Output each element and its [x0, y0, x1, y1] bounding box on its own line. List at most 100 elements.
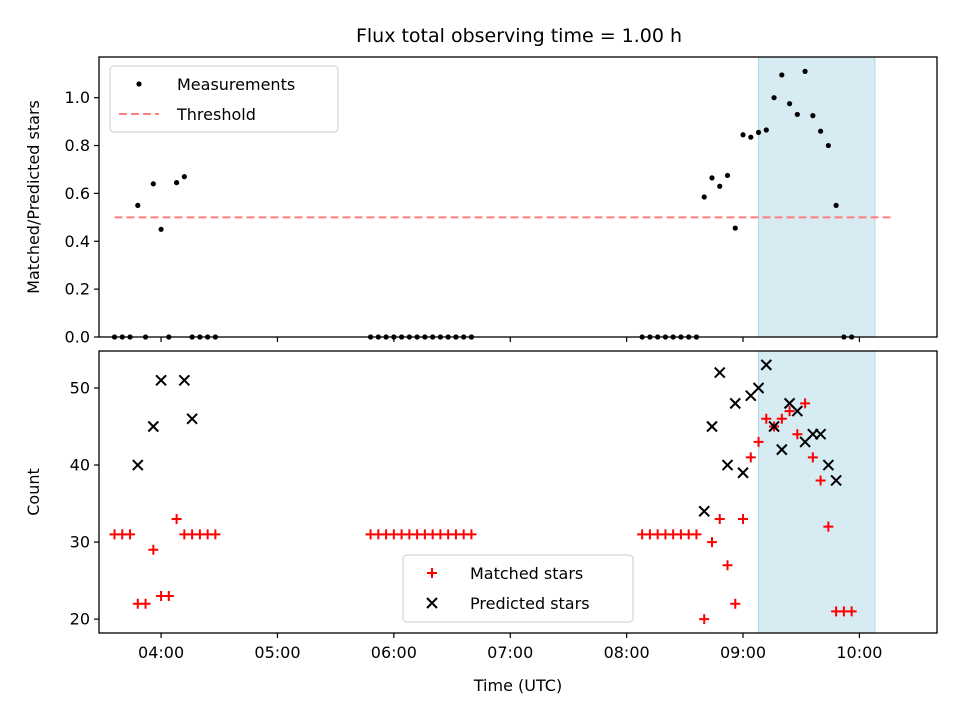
legend-label-matched: Matched stars: [470, 564, 583, 583]
measurement-point: [173, 180, 180, 186]
predicted-star-point: [737, 467, 749, 479]
measurement-point: [794, 111, 800, 118]
matched-star-point: [171, 513, 182, 524]
measurement-point: [810, 113, 816, 119]
matched-star-point: [815, 475, 826, 486]
predicted-star-point: [830, 474, 842, 487]
measurement-point: [709, 175, 715, 181]
x-tick-label: 07:00: [487, 643, 533, 662]
matched-star-point: [846, 606, 857, 617]
y-tick-label: 0.0: [65, 328, 90, 347]
matched-star-point: [714, 513, 725, 524]
predicted-star-point: [721, 459, 734, 471]
matched-star-point: [140, 598, 151, 609]
y-tick-label: 20: [70, 610, 90, 629]
predicted-star-point: [752, 382, 765, 394]
matched-star-point: [776, 413, 787, 424]
matched-star-point: [210, 529, 221, 540]
y-tick-label: 50: [70, 378, 90, 397]
measurement-point: [181, 174, 187, 180]
shaded-region: [758, 56, 876, 338]
matched-star-point: [163, 591, 174, 602]
measurement-point: [701, 194, 707, 200]
y-axis-label: Count: [24, 468, 43, 516]
x-tick-label: 09:00: [720, 643, 766, 662]
predicted-star-point: [706, 420, 718, 433]
measurement-point: [740, 132, 746, 138]
shaded-region: [758, 350, 876, 634]
plot-frame: [98, 350, 938, 634]
matched-star-point: [706, 537, 717, 548]
plot-frame: [98, 56, 938, 338]
matched-star-point: [753, 436, 764, 447]
y-tick-label: 40: [70, 456, 90, 475]
matched-star-point: [691, 529, 702, 540]
matched-star-point: [466, 529, 477, 540]
y-axis-label: Matched/Predicted stars: [24, 100, 43, 294]
matched-star-point: [699, 614, 710, 625]
measurement-point: [717, 183, 723, 189]
y-tick-label: 0.6: [65, 184, 90, 203]
measurement-point: [763, 127, 769, 133]
measurement-point: [786, 101, 793, 107]
predicted-star-point: [186, 413, 198, 425]
legend-label-threshold: Threshold: [176, 105, 256, 124]
matched-star-point: [125, 529, 136, 540]
legend-marker-matched: [427, 568, 437, 578]
chart-title: Flux total observing time = 1.00 h: [356, 25, 682, 47]
matched-star-point: [800, 398, 811, 409]
y-tick-label: 30: [70, 533, 90, 552]
measurement-point: [150, 181, 156, 187]
measurement-point: [748, 134, 754, 140]
predicted-star-point: [760, 359, 773, 371]
predicted-star-point: [155, 374, 167, 386]
measurement-point: [771, 95, 777, 101]
matched-star-point: [738, 513, 749, 524]
legend-box: [109, 65, 339, 133]
measurement-point: [833, 202, 839, 208]
matched-star-point: [722, 560, 733, 571]
matched-star-point: [807, 452, 818, 463]
predicted-star-point: [698, 505, 710, 517]
matched-star-point: [730, 598, 741, 609]
measurement-point: [158, 226, 164, 232]
measurement-point: [755, 129, 762, 135]
top-panel: 0.0 0.2 0.4 0.6 0.8 1.0 Matched/Predicted star…: [24, 56, 938, 347]
x-axis-label: Time (UTC): [473, 676, 562, 695]
predicted-star-point: [768, 420, 780, 433]
legend: Matched stars Predicted stars: [402, 554, 634, 623]
y-tick-label: 0.2: [65, 280, 90, 299]
matched-star-point: [148, 544, 159, 555]
predicted-star-point: [132, 459, 144, 471]
measurement-point: [724, 172, 731, 179]
measurement-point: [802, 68, 808, 74]
x-tick-label: 05:00: [254, 643, 300, 662]
measurement-point: [135, 202, 141, 208]
predicted-star-point: [776, 443, 788, 456]
x-tick-label: 08:00: [604, 643, 650, 662]
predicted-star-point: [714, 366, 726, 379]
predicted-star-point: [147, 420, 160, 433]
x-tick-label: 10:00: [836, 643, 882, 662]
predicted-star-point: [814, 428, 827, 440]
measurement-point: [779, 72, 785, 78]
legend-marker-measurements: [136, 81, 142, 87]
x-tick-label: 04:00: [138, 643, 184, 662]
legend-box: [402, 554, 634, 623]
y-tick-label: 0.8: [65, 136, 90, 155]
predicted-star-point: [178, 374, 191, 386]
matched-star-point: [784, 406, 795, 417]
measurement-point: [732, 225, 738, 231]
measurement-point: [825, 142, 831, 149]
matched-star-point: [745, 452, 756, 463]
y-tick-label: 1.0: [65, 88, 90, 107]
legend: Measurements Threshold: [109, 65, 339, 133]
matched-star-point: [792, 429, 803, 440]
predicted-star-point: [791, 405, 804, 417]
y-tick-label: 0.4: [65, 232, 90, 251]
measurement-point: [818, 128, 824, 134]
matched-star-point: [761, 413, 772, 424]
predicted-star-point: [729, 397, 741, 410]
bottom-panel: 20 30 40 50 04:00 05:00 06:00 07:00 08:00 09:00 10…: [24, 350, 938, 695]
